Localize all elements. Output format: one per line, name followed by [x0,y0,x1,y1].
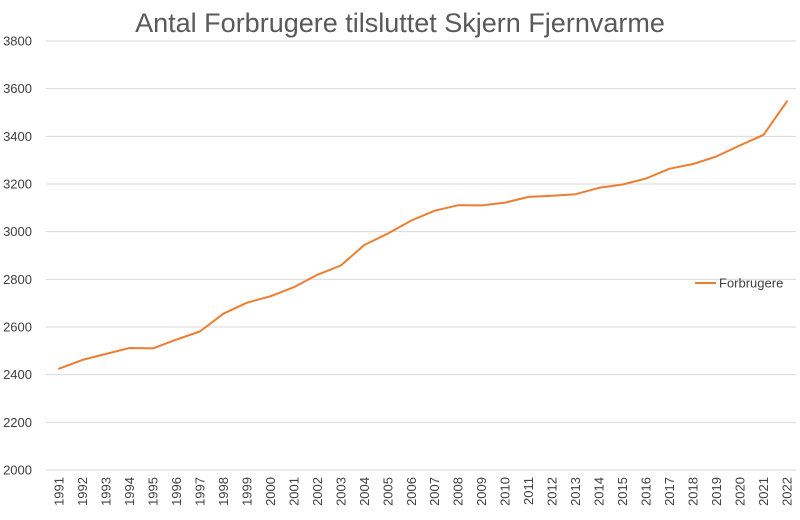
legend: Forbrugere [695,276,783,291]
y-tick-label: 2600 [3,320,32,335]
x-tick-label: 2003 [333,477,348,506]
x-axis-tick-labels: 1991 1992 1993 1994 1995 1996 1997 1998 1999 2000… [52,477,795,506]
y-tick-label: 2000 [3,463,32,478]
x-tick-label: 2016 [639,477,654,506]
x-tick-label: 1994 [122,477,137,506]
x-tick-label: 1997 [192,477,207,506]
x-tick-label: 1998 [216,477,231,506]
series-lines [58,100,788,370]
y-tick-label: 3200 [3,177,32,192]
y-tick-label: 3600 [3,81,32,96]
y-tick-label: 2400 [3,367,32,382]
y-tick-label: 2800 [3,272,32,287]
x-tick-label: 2004 [357,477,372,506]
gridlines [46,40,796,471]
y-tick-label: 2200 [3,415,32,430]
x-tick-label: 2018 [686,477,701,506]
x-tick-label: 1995 [145,477,160,506]
x-tick-label: 2008 [451,477,466,506]
legend-label: Forbrugere [719,276,783,291]
x-tick-label: 2010 [498,477,513,506]
x-tick-label: 1999 [239,477,254,506]
x-tick-label: 1991 [52,477,67,506]
x-tick-label: 2000 [263,477,278,506]
x-tick-label: 1996 [169,477,184,506]
y-tick-label: 3400 [3,129,32,144]
x-tick-label: 2021 [756,477,771,506]
x-tick-label: 2009 [474,477,489,506]
series-line [58,100,788,370]
x-tick-label: 2002 [310,477,325,506]
x-tick-label: 2005 [380,477,395,506]
x-tick-label: 1992 [75,477,90,506]
x-tick-label: 2013 [568,477,583,506]
x-tick-label: 2001 [286,477,301,506]
x-tick-label: 2015 [615,477,630,506]
chart-title: Antal Forbrugere tilsluttet Skjern Fjern… [135,8,665,38]
x-tick-label: 2014 [592,477,607,506]
x-tick-label: 1993 [98,477,113,506]
y-axis-tick-labels: 2000 2200 2400 2600 2800 3000 3200 3400 3600 3800 [3,34,32,478]
y-tick-label: 3800 [3,34,32,49]
x-tick-label: 2006 [404,477,419,506]
x-tick-label: 2022 [780,477,795,506]
x-tick-label: 2012 [545,477,560,506]
x-tick-label: 2011 [521,477,536,505]
x-tick-label: 2017 [662,477,677,506]
x-tick-label: 2007 [427,477,442,506]
y-tick-label: 3000 [3,224,32,239]
x-tick-label: 2019 [709,477,724,506]
x-tick-label: 2020 [733,477,748,506]
